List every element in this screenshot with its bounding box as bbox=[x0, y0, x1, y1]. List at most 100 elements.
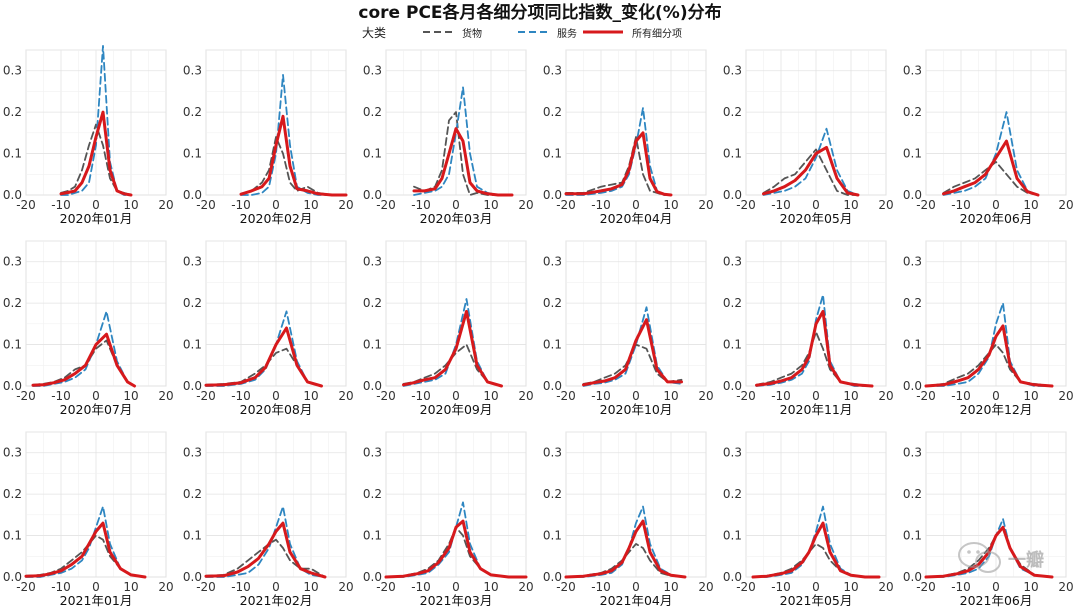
x-tick-label: 0 bbox=[992, 198, 1000, 212]
y-tick-label: 0.2 bbox=[363, 105, 382, 119]
x-tick-label: 10 bbox=[123, 580, 138, 594]
x-tick-label: 0 bbox=[92, 580, 100, 594]
x-tick-label: 10 bbox=[123, 389, 138, 403]
y-tick-label: 0.0 bbox=[903, 188, 922, 202]
x-tick-label: -10 bbox=[51, 198, 71, 212]
x-tick-label: 10 bbox=[303, 198, 318, 212]
x-tick-label: 20 bbox=[1058, 580, 1073, 594]
y-tick-label: 0.0 bbox=[543, 188, 562, 202]
x-tick-label: -10 bbox=[771, 389, 791, 403]
x-tick-label: 0 bbox=[92, 389, 100, 403]
y-tick-label: 0.3 bbox=[3, 446, 22, 460]
y-tick-label: 0.1 bbox=[903, 529, 922, 543]
facet-panel-17: 0.0 0.1 0.2 0.3 -20 -10 0 10 20 2021年05月 bbox=[723, 431, 894, 608]
x-tick-label: -20 bbox=[16, 389, 36, 403]
x-tick-label: 0 bbox=[272, 580, 280, 594]
legend-swatch-services bbox=[518, 31, 550, 33]
y-tick-label: 0.0 bbox=[543, 379, 562, 393]
y-tick-label: 0.3 bbox=[3, 255, 22, 269]
y-tick-label: 0.1 bbox=[3, 147, 22, 161]
x-tick-label: 10 bbox=[483, 198, 498, 212]
x-tick-label: 20 bbox=[518, 389, 533, 403]
facet-panel-4: 0.0 0.1 0.2 0.3 -20 -10 0 10 20 2020年04月 bbox=[543, 49, 714, 226]
y-tick-label: 0.0 bbox=[363, 379, 382, 393]
panel-month-label: 2020年08月 bbox=[240, 402, 313, 417]
x-tick-label: -20 bbox=[16, 580, 36, 594]
x-tick-label: -10 bbox=[591, 580, 611, 594]
x-tick-label: 0 bbox=[632, 580, 640, 594]
series-line-all bbox=[924, 525, 1054, 579]
y-tick-label: 0.1 bbox=[363, 338, 382, 352]
facet-panel-6: 0.0 0.1 0.2 0.3 -20 -10 0 10 20 2020年06月 bbox=[903, 49, 1074, 226]
watermark-label: 一瓣 bbox=[1008, 550, 1044, 571]
series-line-all bbox=[751, 521, 881, 579]
y-tick-label: 0.1 bbox=[363, 529, 382, 543]
series-line-goods bbox=[762, 148, 859, 196]
x-tick-label: -10 bbox=[411, 580, 431, 594]
x-tick-label: -10 bbox=[771, 580, 791, 594]
x-tick-label: -20 bbox=[556, 198, 576, 212]
facet-panel-11: 0.0 0.1 0.2 0.3 -20 -10 0 10 20 2020年11月 bbox=[723, 240, 894, 417]
y-tick-label: 0.2 bbox=[723, 105, 742, 119]
y-tick-label: 0.2 bbox=[183, 296, 202, 310]
y-tick-label: 0.0 bbox=[903, 379, 922, 393]
panel-month-label: 2020年02月 bbox=[240, 211, 313, 226]
series-line-services bbox=[205, 505, 326, 578]
y-tick-label: 0.1 bbox=[3, 529, 22, 543]
y-tick-label: 0.3 bbox=[183, 64, 202, 78]
x-tick-label: 0 bbox=[452, 198, 460, 212]
x-tick-label: -10 bbox=[51, 389, 71, 403]
x-tick-label: 20 bbox=[158, 198, 173, 212]
panel-month-label: 2021年06月 bbox=[960, 593, 1033, 608]
panel-month-label: 2021年01月 bbox=[60, 593, 133, 608]
x-tick-label: -10 bbox=[411, 389, 431, 403]
x-tick-label: 10 bbox=[843, 198, 858, 212]
x-tick-label: 0 bbox=[92, 198, 100, 212]
y-tick-label: 0.2 bbox=[183, 487, 202, 501]
x-tick-label: 10 bbox=[843, 580, 858, 594]
x-tick-label: 20 bbox=[878, 389, 893, 403]
y-tick-label: 0.1 bbox=[903, 147, 922, 161]
series-line-all bbox=[582, 318, 683, 387]
series-line-all bbox=[755, 309, 874, 388]
facet-panel-1: 0.0 0.1 0.2 0.3 -20 -10 0 10 20 2020年01月 bbox=[3, 45, 174, 226]
x-tick-label: 20 bbox=[518, 198, 533, 212]
x-tick-label: -10 bbox=[591, 198, 611, 212]
facet-panel-2: 0.0 0.1 0.2 0.3 -20 -10 0 10 20 2020年02月 bbox=[183, 49, 354, 226]
panel-month-label: 2020年01月 bbox=[60, 211, 133, 226]
y-tick-label: 0.3 bbox=[363, 64, 382, 78]
x-tick-label: 20 bbox=[518, 580, 533, 594]
y-tick-label: 0.0 bbox=[3, 188, 22, 202]
x-tick-label: 0 bbox=[992, 580, 1000, 594]
y-tick-label: 0.0 bbox=[543, 570, 562, 584]
panel-month-label: 2020年12月 bbox=[960, 402, 1033, 417]
x-tick-label: -20 bbox=[736, 198, 756, 212]
x-tick-label: -10 bbox=[411, 198, 431, 212]
facet-panel-16: 0.0 0.1 0.2 0.3 -20 -10 0 10 20 2021年04月 bbox=[543, 431, 714, 608]
series-line-all bbox=[924, 324, 1054, 388]
y-tick-label: 0.0 bbox=[3, 570, 22, 584]
facet-panel-8: 0.0 0.1 0.2 0.3 -20 -10 0 10 20 2020年08月 bbox=[183, 240, 354, 417]
x-tick-label: 20 bbox=[698, 580, 713, 594]
x-tick-label: -20 bbox=[376, 198, 396, 212]
x-tick-label: 10 bbox=[1023, 198, 1038, 212]
x-tick-label: -20 bbox=[736, 389, 756, 403]
x-tick-label: 0 bbox=[632, 389, 640, 403]
facet-panel-14: 0.0 0.1 0.2 0.3 -20 -10 0 10 20 2021年02月 bbox=[183, 431, 354, 608]
facet-panel-5: 0.0 0.1 0.2 0.3 -20 -10 0 10 20 2020年05月 bbox=[723, 49, 894, 226]
y-tick-label: 0.2 bbox=[363, 296, 382, 310]
series-line-all bbox=[239, 114, 348, 197]
y-tick-label: 0.3 bbox=[723, 64, 742, 78]
y-tick-label: 0.2 bbox=[903, 296, 922, 310]
series-line-all bbox=[31, 332, 136, 388]
panel-month-label: 2020年10月 bbox=[600, 402, 673, 417]
x-tick-label: -20 bbox=[196, 389, 216, 403]
x-tick-label: 20 bbox=[698, 198, 713, 212]
facet-panel-18: 0.0 0.1 0.2 0.3 -20 -10 0 10 20 2021年06月 bbox=[903, 431, 1074, 608]
x-tick-label: 0 bbox=[272, 198, 280, 212]
panel-month-label: 2021年04月 bbox=[600, 593, 673, 608]
x-tick-label: 10 bbox=[843, 389, 858, 403]
x-tick-label: 10 bbox=[303, 389, 318, 403]
x-tick-label: 10 bbox=[1023, 389, 1038, 403]
